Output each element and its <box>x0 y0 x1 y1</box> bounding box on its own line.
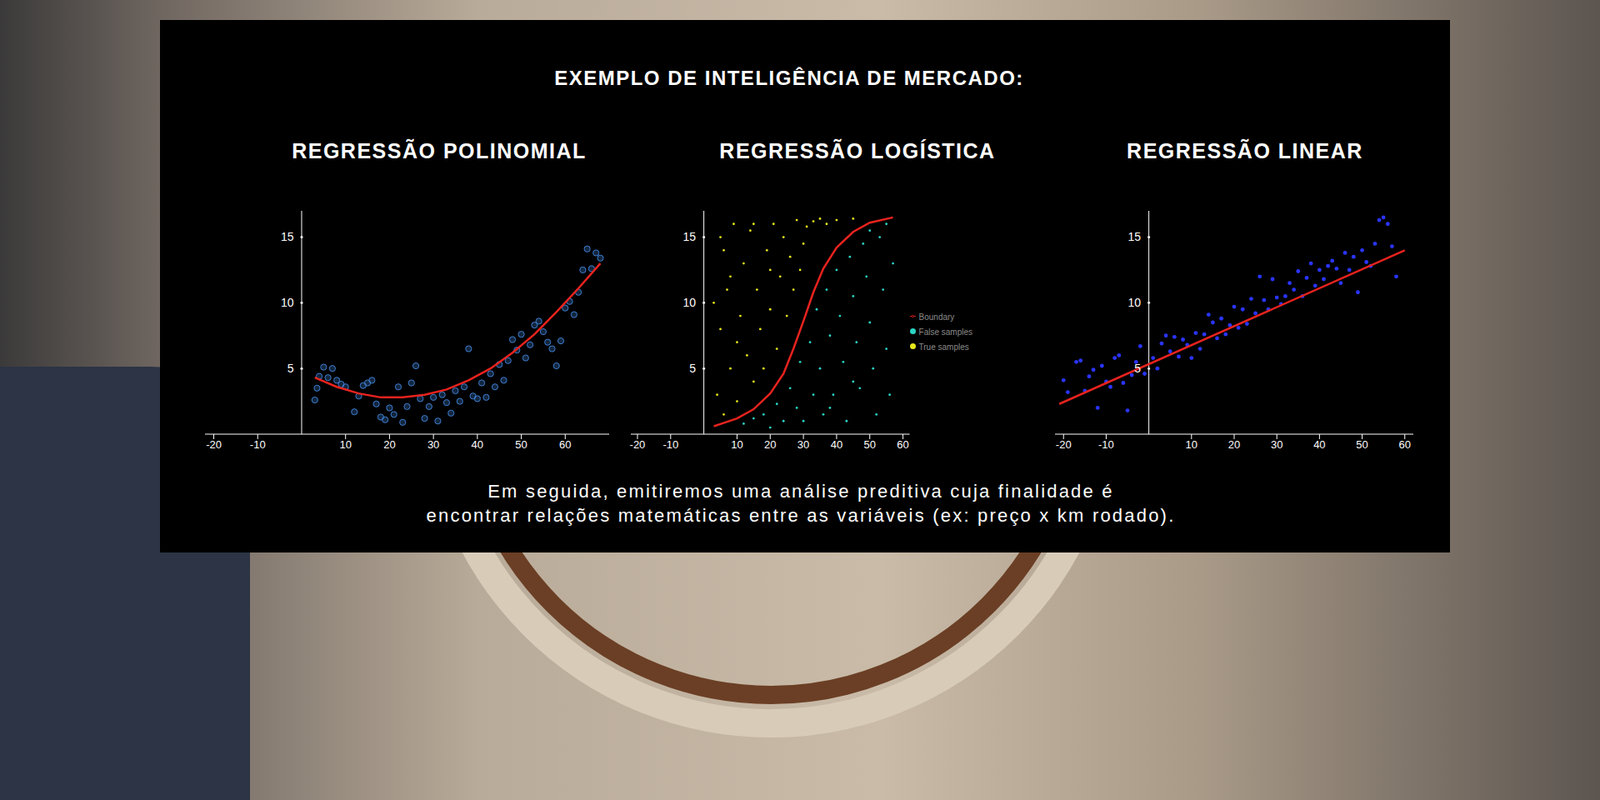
html-text:encontrar relações matemáticas: encontrar relações matemáticas entre as … <box>426 505 1176 526</box>
html-text:REGRESSÃO LINEAR: REGRESSÃO LINEAR <box>1126 139 1364 163</box>
svg-text:30: 30 <box>797 438 810 451</box>
svg-text:10: 10 <box>730 438 743 451</box>
svg-text:-20: -20 <box>1055 438 1072 451</box>
svg-text:10: 10 <box>339 438 351 451</box>
svg-text:5: 5 <box>689 361 696 375</box>
svg-text:50: 50 <box>515 438 527 451</box>
svg-text:40: 40 <box>1313 438 1325 451</box>
svg-text:60: 60 <box>559 438 571 451</box>
html-text:Em seguida, emitiremos uma aná: Em seguida, emitiremos uma análise predi… <box>487 480 1114 502</box>
html-text:EXEMPLO DE INTELIGÊNCIA DE MER: EXEMPLO DE INTELIGÊNCIA DE MERCADO: <box>554 66 1024 90</box>
html-text:True samples: True samples <box>918 342 969 352</box>
svg-text:30: 30 <box>1270 438 1283 451</box>
html-text:False samples: False samples <box>918 327 973 337</box>
svg-text:50: 50 <box>1355 438 1368 451</box>
svg-text:15: 15 <box>280 230 295 244</box>
svg-text:15: 15 <box>683 230 697 244</box>
svg-text:40: 40 <box>471 438 484 451</box>
html-text:REGRESSÃO LOGÍSTICA: REGRESSÃO LOGÍSTICA <box>719 139 996 163</box>
svg-text:10: 10 <box>683 295 697 310</box>
svg-text:-10: -10 <box>250 438 266 451</box>
svg-text:-20: -20 <box>630 438 646 451</box>
html-text:REGRESSÃO POLINOMIAL: REGRESSÃO POLINOMIAL <box>291 139 587 163</box>
html-text:Boundary: Boundary <box>918 312 955 322</box>
svg-text:20: 20 <box>764 438 776 451</box>
svg-text:15: 15 <box>1128 230 1142 244</box>
svg-text:20: 20 <box>1228 438 1240 451</box>
svg-text:10: 10 <box>280 295 295 310</box>
svg-text:-10: -10 <box>662 438 679 451</box>
svg-text:10: 10 <box>1128 295 1142 310</box>
svg-text:50: 50 <box>864 438 876 451</box>
svg-text:30: 30 <box>427 438 440 451</box>
svg-text:-10: -10 <box>1098 438 1115 451</box>
svg-text:20: 20 <box>383 438 395 451</box>
svg-text:60: 60 <box>896 438 909 451</box>
svg-text:5: 5 <box>287 361 295 375</box>
svg-text:5: 5 <box>1134 361 1141 375</box>
svg-text:40: 40 <box>830 438 843 451</box>
svg-text:-20: -20 <box>205 438 222 451</box>
svg-text:60: 60 <box>1399 438 1411 451</box>
svg-text:10: 10 <box>1185 438 1198 451</box>
